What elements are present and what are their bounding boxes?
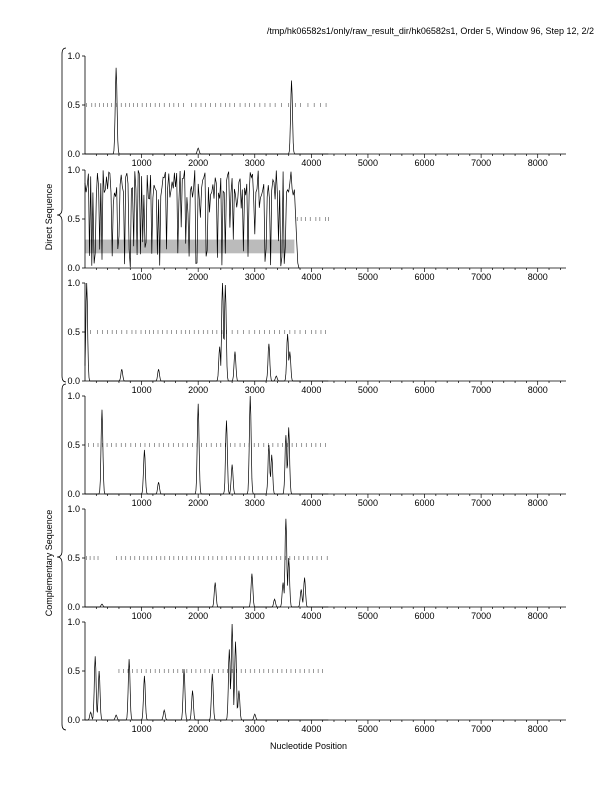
x-tick-label: 7000 — [471, 385, 491, 395]
x-tick-label: 1000 — [132, 158, 152, 168]
x-tick-label: 1000 — [132, 611, 152, 621]
x-tick-label: 1000 — [132, 724, 152, 734]
panel-6: 0.0 0.5 1.0 1000 2000 3000 4000 5000 6000 7000 800… — [67, 617, 566, 734]
y-tick-label: 1.0 — [67, 617, 80, 627]
y-tick-label: 0.0 — [67, 149, 80, 159]
x-tick-label: 2000 — [188, 724, 208, 734]
x-tick-label: 6000 — [415, 724, 435, 734]
x-tick-label: 7000 — [471, 498, 491, 508]
y-tick-label: 0.5 — [67, 666, 80, 676]
y-tick-label: 1.0 — [67, 278, 80, 288]
x-tick-label: 5000 — [358, 385, 378, 395]
x-tick-label: 6000 — [415, 498, 435, 508]
x-axis-label: Nucleotide Position — [270, 741, 348, 751]
series-line — [84, 170, 300, 269]
panel-1: 0.0 0.5 1.0 1000 2000 3000 4000 5000 6000 7000 800… — [67, 51, 566, 168]
x-tick-label: 8000 — [528, 272, 548, 282]
x-tick-label: 5000 — [358, 611, 378, 621]
y-tick-label: 0.5 — [67, 440, 80, 450]
x-tick-label: 8000 — [528, 724, 548, 734]
panel-3: 0.0 0.5 1.0 1000 2000 3000 4000 5000 6000 7000 800… — [67, 278, 566, 395]
x-tick-label: 8000 — [528, 611, 548, 621]
x-tick-label: 4000 — [301, 272, 321, 282]
x-tick-label: 4000 — [301, 158, 321, 168]
y-tick-label: 0.5 — [67, 553, 80, 563]
y-tick-label: 0.0 — [67, 715, 80, 725]
y-tick-label: 0.5 — [67, 214, 80, 224]
x-tick-label: 3000 — [245, 158, 265, 168]
x-tick-label: 1000 — [132, 272, 152, 282]
x-tick-label: 2000 — [188, 158, 208, 168]
x-tick-label: 6000 — [415, 611, 435, 621]
series-line — [85, 67, 329, 155]
x-tick-label: 3000 — [245, 498, 265, 508]
header-title: /tmp/hk06582s1/only/raw_result_dir/hk065… — [266, 26, 594, 36]
y-tick-label: 0.0 — [67, 263, 80, 273]
y-tick-label: 0.0 — [67, 376, 80, 386]
x-tick-label: 5000 — [358, 272, 378, 282]
x-tick-label: 8000 — [528, 498, 548, 508]
y-tick-label: 1.0 — [67, 504, 80, 514]
x-tick-label: 1000 — [132, 498, 152, 508]
x-tick-label: 3000 — [245, 611, 265, 621]
direct-group-brace — [56, 47, 67, 383]
y-tick-label: 0.5 — [67, 327, 80, 337]
x-tick-label: 7000 — [471, 611, 491, 621]
x-tick-label: 4000 — [301, 724, 321, 734]
x-tick-label: 4000 — [301, 385, 321, 395]
x-tick-label: 7000 — [471, 272, 491, 282]
y-tick-label: 1.0 — [67, 391, 80, 401]
y-tick-label: 1.0 — [67, 165, 80, 175]
series-line — [85, 518, 329, 608]
x-tick-label: 8000 — [528, 385, 548, 395]
x-tick-label: 5000 — [358, 498, 378, 508]
panel-5: 0.0 0.5 1.0 1000 2000 3000 4000 5000 6000 7000 800… — [67, 504, 566, 621]
x-tick-label: 6000 — [415, 385, 435, 395]
y-tick-label: 0.0 — [67, 602, 80, 612]
y-tick-label: 0.0 — [67, 489, 80, 499]
x-tick-label: 7000 — [471, 158, 491, 168]
x-tick-label: 3000 — [245, 272, 265, 282]
y-tick-label: 0.5 — [67, 100, 80, 110]
x-tick-label: 6000 — [415, 158, 435, 168]
x-tick-label: 2000 — [188, 498, 208, 508]
x-tick-label: 1000 — [132, 385, 152, 395]
complementary-group-brace — [56, 383, 67, 731]
x-tick-label: 5000 — [358, 724, 378, 734]
x-tick-label: 4000 — [301, 498, 321, 508]
panel-4: 0.0 0.5 1.0 1000 2000 3000 4000 5000 6000 7000 800… — [67, 391, 566, 508]
x-tick-label: 3000 — [245, 724, 265, 734]
x-tick-label: 4000 — [301, 611, 321, 621]
series-line — [85, 623, 329, 721]
x-tick-label: 2000 — [188, 611, 208, 621]
x-tick-label: 7000 — [471, 724, 491, 734]
x-tick-label: 2000 — [188, 272, 208, 282]
x-tick-label: 2000 — [188, 385, 208, 395]
x-tick-label: 6000 — [415, 272, 435, 282]
y-tick-label: 1.0 — [67, 51, 80, 61]
x-tick-label: 8000 — [528, 158, 548, 168]
x-tick-label: 5000 — [358, 158, 378, 168]
panel-2: 0.0 0.5 1.0 1000 2000 3000 4000 5000 6000 7000 800… — [67, 165, 566, 282]
x-tick-label: 3000 — [245, 385, 265, 395]
